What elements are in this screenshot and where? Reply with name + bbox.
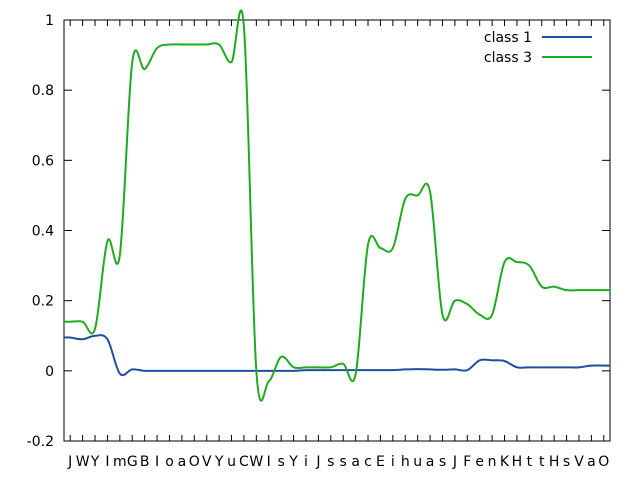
x-tick-label: s <box>340 454 347 470</box>
x-tick-label: B <box>140 454 150 470</box>
x-tick-label: a <box>178 454 187 470</box>
x-tick-label: J <box>315 454 320 470</box>
x-tick-label: u <box>227 454 236 470</box>
x-tick-label: a <box>587 454 596 470</box>
x-tick-label: s <box>327 454 334 470</box>
x-tick-label: V <box>202 454 212 470</box>
x-tick-label: G <box>127 454 138 470</box>
x-tick-label: e <box>475 454 484 470</box>
x-tick-label: Y <box>90 454 100 470</box>
y-tick-label: 0.2 <box>32 294 54 310</box>
x-tick-label: H <box>549 454 560 470</box>
x-tick-label: s <box>563 454 570 470</box>
legend: class 1 class 3 <box>484 30 592 66</box>
x-tick-label: O <box>598 454 609 470</box>
x-tick-label: n <box>488 454 497 470</box>
x-tick-label: W <box>249 454 263 470</box>
legend-label: class 1 <box>484 30 532 46</box>
x-tick-label: h <box>401 454 410 470</box>
series-line-class-3 <box>64 9 610 402</box>
x-tick-label: a <box>351 454 360 470</box>
x-tick-label: i <box>391 454 395 470</box>
y-tick-label: 0.8 <box>32 83 54 99</box>
x-tick-label: O <box>189 454 200 470</box>
x-tick-label: m <box>113 454 127 470</box>
x-tick-label: s <box>439 454 446 470</box>
series-line-class-1 <box>63 334 610 377</box>
y-tick-label: 0 <box>45 364 54 380</box>
x-tick-label: C <box>239 454 249 470</box>
x-tick-label: t <box>539 454 545 470</box>
plot-area <box>63 19 611 442</box>
x-tick-label: Y <box>214 454 224 470</box>
x-tick-label: u <box>413 454 422 470</box>
x-tick-label: H <box>512 454 523 470</box>
x-tick-label: c <box>364 454 372 470</box>
y-tick-label: -0.2 <box>27 434 54 450</box>
y-tick-label: 1 <box>45 13 54 29</box>
y-axis: -0.2 0 0.2 0.4 0.6 0.8 1 <box>27 13 610 450</box>
x-tick-label: i <box>304 454 308 470</box>
x-tick-label: K <box>500 454 510 470</box>
x-tick-label: a <box>426 454 435 470</box>
x-tick-label: Y <box>288 454 298 470</box>
x-tick-label: o <box>165 454 174 470</box>
x-tick-label: F <box>463 454 471 470</box>
x-tick-label: t <box>527 454 533 470</box>
x-tick-label: I <box>155 454 159 470</box>
x-tick-label: I <box>105 454 109 470</box>
x-tick-label: J <box>67 454 72 470</box>
legend-label: class 3 <box>484 50 532 66</box>
x-tick-label: J <box>452 454 457 470</box>
x-tick-label: V <box>574 454 584 470</box>
series-lines <box>63 9 610 402</box>
x-tick-label: s <box>278 454 285 470</box>
x-tick-label: I <box>267 454 271 470</box>
y-tick-label: 0.6 <box>32 153 54 169</box>
x-tick-label: E <box>376 454 385 470</box>
x-tick-label: W <box>76 454 90 470</box>
y-tick-label: 0.4 <box>32 224 54 240</box>
